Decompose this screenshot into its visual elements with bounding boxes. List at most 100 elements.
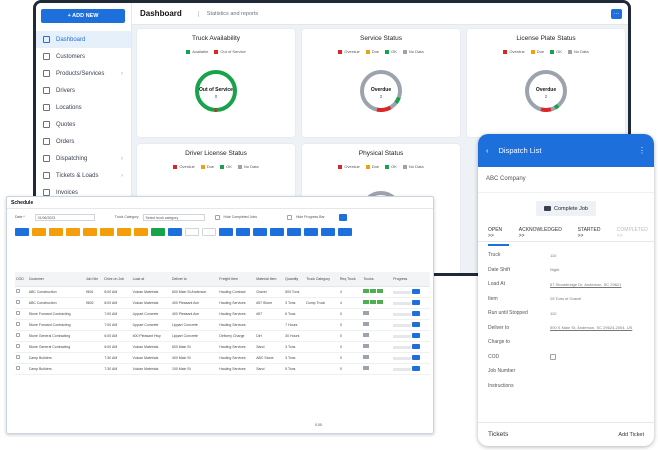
truck-chip[interactable] <box>49 228 63 236</box>
schedule-table: COD Customer Job Nbr Drive on Job Load at Del… <box>15 272 430 375</box>
cod-checkbox[interactable] <box>16 322 20 326</box>
table-row[interactable]: ABC Construction 9602 8:00 AM Vulcan Materi… <box>15 297 430 309</box>
truck-tag[interactable] <box>370 289 377 293</box>
table-row[interactable]: Camp Builders 7:30 AM Vulcan Materials 400 … <box>15 352 430 364</box>
row-action-button[interactable] <box>412 343 421 349</box>
truck-chip[interactable] <box>338 228 352 236</box>
sidebar-item-customers[interactable]: Customers <box>36 48 131 65</box>
dispatching-icon <box>43 155 50 162</box>
sidebar-item-locations[interactable]: Locations <box>36 99 131 116</box>
truck-tag[interactable] <box>363 333 370 337</box>
cod-checkbox[interactable] <box>16 344 20 348</box>
sidebar-item-products[interactable]: Products/Services › <box>36 65 131 82</box>
back-arrow-icon[interactable]: ‹ <box>486 146 489 155</box>
table-cell: #57 Stone <box>255 297 285 309</box>
sidebar-item-invoices[interactable]: Invoices <box>36 184 131 201</box>
truck-chip[interactable] <box>117 228 131 236</box>
hide-completed-checkbox[interactable] <box>214 214 220 220</box>
tab-acknowledged[interactable]: ACKNOWLEDGED >> <box>518 226 562 239</box>
cod-cell[interactable] <box>15 319 28 331</box>
cod-cell[interactable] <box>15 297 28 309</box>
truck-chip[interactable] <box>134 228 148 236</box>
cod-checkbox[interactable] <box>16 333 20 337</box>
truck-chip[interactable] <box>304 228 318 236</box>
truck-tag[interactable] <box>363 300 370 304</box>
table-row[interactable]: Camp Builders 7:30 AM Vulcan Materials 100 … <box>15 363 430 375</box>
truck-availability-card: Truck Availability Available Out of Serv… <box>137 29 295 137</box>
cod-cell[interactable] <box>15 363 28 375</box>
row-action-button[interactable] <box>412 299 421 305</box>
truck-tag[interactable] <box>363 322 370 326</box>
table-row[interactable]: Stone Forward Contracting 7:00 AM Lippart … <box>15 319 430 331</box>
truck-chip[interactable] <box>185 228 199 236</box>
truck-tag[interactable] <box>363 366 370 370</box>
sidebar-item-tickets[interactable]: Tickets & Loads › <box>36 167 131 184</box>
more-vert-icon[interactable]: ⋮ <box>638 146 646 155</box>
truck-tag[interactable] <box>370 300 377 304</box>
truck-chip[interactable] <box>253 228 267 236</box>
truck-tag[interactable] <box>363 355 370 359</box>
row-action-button[interactable] <box>412 310 421 316</box>
cod-cell[interactable] <box>15 330 28 342</box>
hide-progress-checkbox[interactable] <box>287 214 292 220</box>
table-row[interactable]: Stone Forward Contracting 7:00 AM Lippart … <box>15 308 430 320</box>
filter-apply-button[interactable] <box>338 213 347 221</box>
table-row[interactable]: ABC Construction 9601 8:00 AM Vulcan Materi… <box>15 286 430 298</box>
truck-chip[interactable] <box>100 228 114 236</box>
row-action-button[interactable] <box>412 321 421 327</box>
cod-checkbox[interactable] <box>16 355 20 359</box>
add-ticket-button[interactable]: Add Ticket <box>618 431 644 438</box>
table-row[interactable]: Stone General Contracting 6:00 AM 400 Plea… <box>15 330 430 342</box>
cod-checkbox[interactable] <box>16 366 20 370</box>
date-input[interactable]: 01/06/2023 <box>34 213 95 221</box>
column-header: Truck Category <box>305 272 339 287</box>
field-value[interactable]: 500 S Main St, Anderson, SC 29624-2004, … <box>550 325 633 331</box>
truck-category-select[interactable]: Select truck category <box>142 213 205 221</box>
sidebar-item-dashboard[interactable]: Dashboard <box>36 31 131 48</box>
truck-chip[interactable] <box>15 228 29 236</box>
cod-checkbox[interactable] <box>550 353 556 360</box>
sidebar-item-orders[interactable]: Orders <box>36 133 131 150</box>
truck-chip[interactable] <box>219 228 233 236</box>
row-action-button[interactable] <box>412 332 421 338</box>
truck-chip[interactable] <box>287 228 301 236</box>
tab-completed[interactable]: COMPLETED >> <box>616 226 648 239</box>
cod-cell[interactable] <box>15 352 28 364</box>
truck-tag[interactable] <box>363 311 370 315</box>
truck-chip[interactable] <box>151 228 165 236</box>
truck-chip[interactable] <box>168 228 182 236</box>
truck-chip[interactable] <box>270 228 284 236</box>
cod-cell[interactable] <box>15 286 28 298</box>
tab-started[interactable]: STARTED >> <box>577 226 601 239</box>
sidebar-item-drivers[interactable]: Drivers <box>36 82 131 99</box>
row-action-button[interactable] <box>412 288 421 294</box>
truck-chip[interactable] <box>321 228 335 236</box>
legend-available: Available <box>192 49 209 54</box>
truck-chip[interactable] <box>202 228 216 236</box>
cod-checkbox[interactable] <box>16 300 20 304</box>
table-row[interactable]: Stone General Contracting 6:00 AM Vulcan M… <box>15 341 430 353</box>
truck-chip[interactable] <box>32 228 46 236</box>
cod-cell[interactable] <box>15 308 28 320</box>
truck-tag[interactable] <box>377 300 384 304</box>
more-menu-button[interactable]: ··· <box>611 9 622 19</box>
cod-checkbox[interactable] <box>16 289 20 293</box>
sidebar-item-quotes[interactable]: Quotes <box>36 116 131 133</box>
add-new-button[interactable]: + ADD NEW <box>41 9 125 23</box>
progress-cell <box>392 308 430 320</box>
sidebar-item-dispatching[interactable]: Dispatching › <box>36 150 131 167</box>
table-cell: Delivery Charge <box>218 330 256 342</box>
row-action-button[interactable] <box>412 365 421 371</box>
complete-job-button[interactable]: Complete Job <box>536 201 596 216</box>
truck-tag[interactable] <box>363 344 370 348</box>
truck-chip[interactable] <box>66 228 80 236</box>
cod-checkbox[interactable] <box>16 311 20 315</box>
truck-tag[interactable] <box>363 289 370 293</box>
truck-chip[interactable] <box>236 228 250 236</box>
cod-cell[interactable] <box>15 341 28 353</box>
truck-tag[interactable] <box>377 289 384 293</box>
field-value[interactable]: 57 Stonebridge Dr, Anderson, SC 29621 <box>550 281 622 287</box>
row-action-button[interactable] <box>412 354 421 360</box>
truck-chip[interactable] <box>83 228 97 236</box>
tab-open[interactable]: OPEN >> <box>488 227 509 246</box>
